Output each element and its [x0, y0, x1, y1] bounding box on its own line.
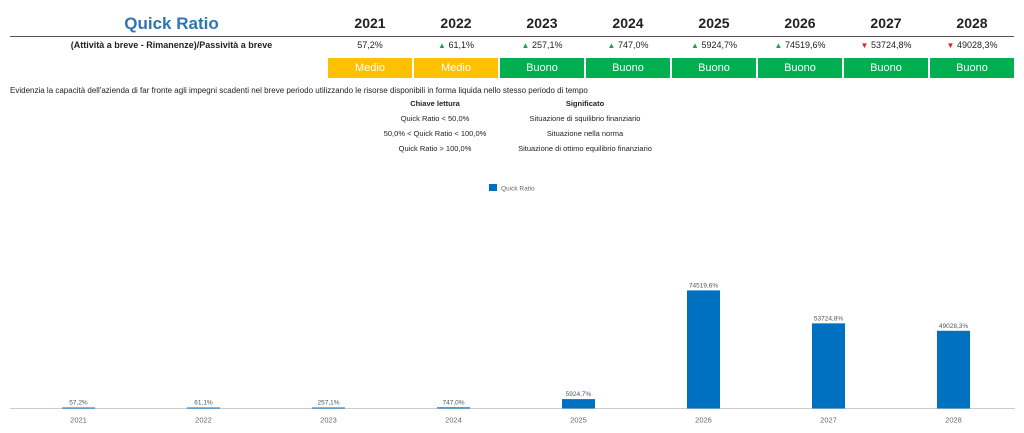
meaning-cell: Situazione nella norma — [546, 129, 624, 138]
value-cell: ▲ 74519,6% — [774, 40, 826, 50]
value-cell: ▲ 61,1% — [438, 40, 474, 50]
triangle-up-icon: ▲ — [438, 41, 446, 50]
bar — [312, 407, 345, 409]
data-label: 74519,6% — [689, 282, 718, 289]
year-header: 2027 — [870, 15, 902, 31]
data-label: 747,0% — [442, 399, 464, 406]
x-tick-label: 2024 — [445, 416, 462, 425]
triangle-down-icon: ▼ — [860, 41, 869, 50]
legend-label: Quick Ratio — [501, 186, 535, 193]
bar — [187, 407, 220, 409]
bar — [937, 330, 970, 409]
key-cell: Quick Ratio < 50,0% — [400, 114, 470, 123]
x-tick-label: 2021 — [70, 416, 87, 425]
data-label: 61,1% — [194, 400, 213, 407]
rating-badge: Medio — [414, 58, 498, 78]
triangle-up-icon: ▲ — [691, 41, 699, 50]
reading-key-table: Chiave lettura Significato Quick Ratio <… — [360, 99, 700, 159]
year-header: 2022 — [440, 15, 472, 31]
meaning-column-header: Significato — [565, 99, 605, 108]
year-header: 2023 — [526, 15, 558, 31]
bar — [562, 399, 595, 409]
x-tick-label: 2023 — [320, 416, 337, 425]
triangle-up-icon: ▲ — [607, 41, 616, 50]
bar — [437, 407, 470, 409]
value-cell: ▲ 5924,7% — [691, 40, 737, 50]
rating-badge: Buono — [586, 58, 670, 78]
formula-label: (Attività a breve - Rimanenze)/Passività… — [70, 40, 273, 50]
value-cell: ▼ 49028,3% — [946, 40, 998, 50]
triangle-up-icon: ▲ — [774, 41, 783, 50]
legend-swatch — [489, 184, 497, 191]
values-row: (Attività a breve - Rimanenze)/Passività… — [0, 40, 1024, 54]
data-label: 5924,7% — [566, 391, 592, 398]
bar — [812, 323, 845, 409]
x-tick-label: 2027 — [820, 416, 837, 425]
rating-badge: Buono — [930, 58, 1014, 78]
meaning-cell: Situazione di ottimo equilibrio finanzia… — [518, 144, 652, 153]
bar — [62, 407, 95, 409]
value-cell: ▲ 747,0% — [607, 40, 649, 50]
meaning-cell: Situazione di squilibrio finanziario — [529, 114, 641, 123]
x-tick-label: 2025 — [570, 416, 587, 425]
key-column-header: Chiave lettura — [410, 99, 460, 108]
quick-ratio-bar-chart: Quick Ratio 57,2% 2021 61,1% 2022 257,1% 2023 7… — [10, 184, 1015, 425]
header-row: Quick Ratio 2021 2022 2023 2024 2025 202… — [0, 10, 1024, 36]
year-header: 2028 — [956, 15, 988, 31]
rating-badge: Buono — [672, 58, 756, 78]
rating-badge: Buono — [500, 58, 584, 78]
value-cell: ▲ 257,1% — [521, 40, 563, 50]
data-label: 49028,3% — [939, 323, 968, 330]
rating-badge: Buono — [758, 58, 842, 78]
x-tick-label: 2022 — [195, 416, 212, 425]
year-header: 2021 — [354, 15, 386, 31]
page-title: Quick Ratio — [124, 14, 219, 33]
value-cell: ▼ 53724,8% — [860, 40, 912, 50]
header-divider — [10, 36, 1014, 37]
year-header: 2024 — [612, 15, 644, 31]
bar — [687, 290, 720, 409]
rating-badge: Medio — [328, 58, 412, 78]
data-label: 57,2% — [69, 400, 88, 407]
triangle-down-icon: ▼ — [946, 41, 955, 50]
rating-badge: Buono — [844, 58, 928, 78]
value-cell: 57,2% — [357, 40, 383, 50]
x-tick-label: 2026 — [695, 416, 712, 425]
triangle-up-icon: ▲ — [521, 41, 530, 50]
year-header: 2026 — [784, 15, 816, 31]
description-text: Evidenzia la capacità dell'azienda di fa… — [10, 86, 588, 95]
key-cell: Quick Ratio > 100,0% — [398, 144, 472, 153]
key-cell: 50,0% < Quick Ratio < 100,0% — [383, 129, 487, 138]
x-tick-label: 2028 — [945, 416, 962, 425]
data-label: 53724,8% — [814, 315, 843, 322]
year-header: 2025 — [698, 15, 730, 31]
data-label: 257,1% — [317, 400, 339, 407]
